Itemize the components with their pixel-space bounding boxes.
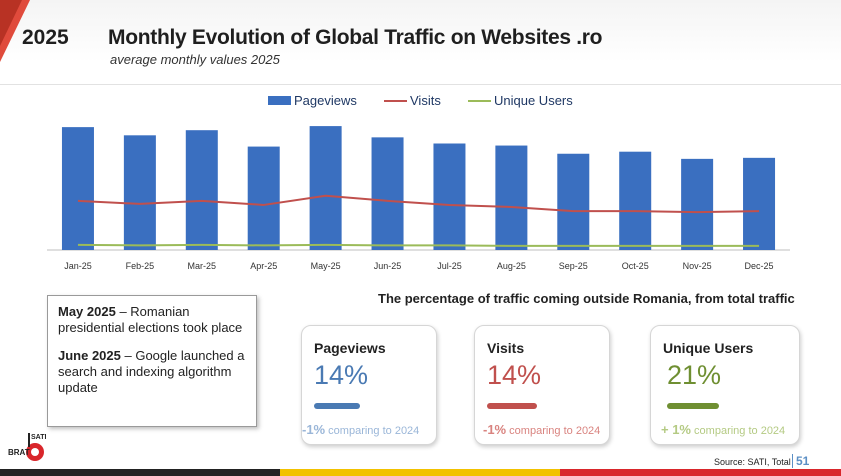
header-divider bbox=[0, 84, 841, 85]
notes-box: May 2025 – Romanian presidential electio… bbox=[47, 295, 257, 427]
pageviews-card: Pageviews 14% -1% comparing to 2024 bbox=[301, 325, 437, 445]
bar-jan-25 bbox=[61, 127, 94, 250]
card-accent-bar bbox=[667, 403, 719, 409]
corner-accent-dark bbox=[0, 0, 22, 46]
card-title: Visits bbox=[487, 340, 525, 356]
page-title: Monthly Evolution of Global Traffic on W… bbox=[108, 26, 603, 49]
bottom-stripe bbox=[0, 469, 841, 476]
bar-feb-25 bbox=[123, 135, 156, 250]
bar-may-25 bbox=[309, 126, 342, 250]
page-number: 51 bbox=[792, 454, 809, 468]
card-comparison: -1% comparing to 2024 bbox=[483, 422, 600, 437]
traffic-chart: Pageviews Visits Unique Users Jan-25 Feb-25… bbox=[47, 93, 790, 271]
logo-brat-text: BRAT bbox=[8, 448, 30, 457]
x-tick-jun-25: Jun-25 bbox=[374, 261, 402, 271]
legend-swatch bbox=[268, 96, 291, 105]
bar-nov-25 bbox=[681, 158, 714, 250]
x-tick-labels: Jan-25 Feb-25 Mar-25 Apr-25 May-25 Jun-25 Jul-… bbox=[64, 261, 773, 271]
legend-label: Unique Users bbox=[494, 93, 573, 108]
legend-item-visits: Visits bbox=[384, 93, 441, 108]
x-tick-jan-25: Jan-25 bbox=[64, 261, 92, 271]
sati-brat-logo: SATI BRAT bbox=[8, 433, 46, 461]
card-value: 21% bbox=[667, 360, 722, 390]
year-label: 2025 bbox=[22, 26, 69, 49]
logo-sati-text: SATI bbox=[31, 434, 46, 441]
bar-jun-25 bbox=[371, 137, 404, 250]
x-tick-mar-25: Mar-25 bbox=[188, 261, 217, 271]
x-tick-aug-25: Aug-25 bbox=[497, 261, 526, 271]
card-value: 14% bbox=[314, 360, 369, 390]
x-tick-dec-25: Dec-25 bbox=[745, 261, 774, 271]
card-comparison: -1% comparing to 2024 bbox=[302, 422, 419, 437]
card-comparison-text: comparing to 2024 bbox=[691, 425, 786, 437]
legend-label: Pageviews bbox=[294, 93, 357, 108]
x-tick-feb-25: Feb-25 bbox=[126, 261, 155, 271]
x-tick-may-25: May-25 bbox=[311, 261, 341, 271]
card-comparison-value: -1% bbox=[302, 422, 326, 437]
x-tick-jul-25: Jul-25 bbox=[437, 261, 462, 271]
card-comparison-text: comparing to 2024 bbox=[506, 425, 601, 437]
note-june-date: June 2025 bbox=[58, 348, 121, 363]
bar-sep-25 bbox=[557, 153, 590, 250]
visits-card: Visits 14% -1% comparing to 2024 bbox=[474, 325, 610, 445]
x-tick-sep-25: Sep-25 bbox=[559, 261, 588, 271]
bar-dec-25 bbox=[743, 157, 776, 250]
card-accent-bar bbox=[487, 403, 537, 409]
card-title: Pageviews bbox=[314, 340, 386, 356]
chart-legend: Pageviews Visits Unique Users bbox=[268, 93, 573, 108]
series-lines bbox=[77, 194, 760, 247]
percentage-heading: The percentage of traffic coming outside… bbox=[378, 291, 795, 306]
line-visits bbox=[77, 194, 760, 214]
card-title: Unique Users bbox=[663, 340, 754, 356]
header-band bbox=[0, 0, 841, 62]
x-tick-apr-25: Apr-25 bbox=[250, 261, 277, 271]
note-june-text: – Google launched a search and indexing … bbox=[58, 348, 245, 395]
line-unique-users bbox=[77, 243, 760, 247]
bar-oct-25 bbox=[619, 151, 652, 250]
legend-item-unique-users: Unique Users bbox=[468, 93, 573, 108]
card-comparison-value: -1% bbox=[483, 422, 507, 437]
legend-label: Visits bbox=[410, 93, 441, 108]
note-may: May 2025 – Romanian presidential electio… bbox=[58, 304, 246, 336]
note-may-date: May 2025 bbox=[58, 304, 116, 319]
x-tick-oct-25: Oct-25 bbox=[622, 261, 649, 271]
source-note: Source: SATI, Total bbox=[714, 457, 791, 467]
bar-jul-25 bbox=[433, 143, 466, 250]
legend-item-pageviews: Pageviews bbox=[268, 93, 357, 108]
card-comparison: + 1% comparing to 2024 bbox=[661, 422, 785, 437]
unique-users-card: Unique Users 21% + 1% comparing to 2024 bbox=[650, 325, 800, 445]
bar-aug-25 bbox=[495, 145, 528, 250]
note-may-text: – Romanian presidential elections took p… bbox=[58, 304, 243, 335]
note-june: June 2025 – Google launched a search and… bbox=[58, 348, 246, 396]
card-comparison-text: comparing to 2024 bbox=[325, 425, 420, 437]
bar-mar-25 bbox=[185, 130, 218, 250]
card-accent-bar bbox=[314, 403, 360, 409]
page-subtitle: average monthly values 2025 bbox=[110, 52, 280, 67]
card-value: 14% bbox=[487, 360, 542, 390]
x-tick-nov-25: Nov-25 bbox=[683, 261, 712, 271]
card-comparison-value: + 1% bbox=[661, 422, 691, 437]
pageviews-bars bbox=[61, 126, 776, 250]
bar-apr-25 bbox=[247, 146, 280, 250]
